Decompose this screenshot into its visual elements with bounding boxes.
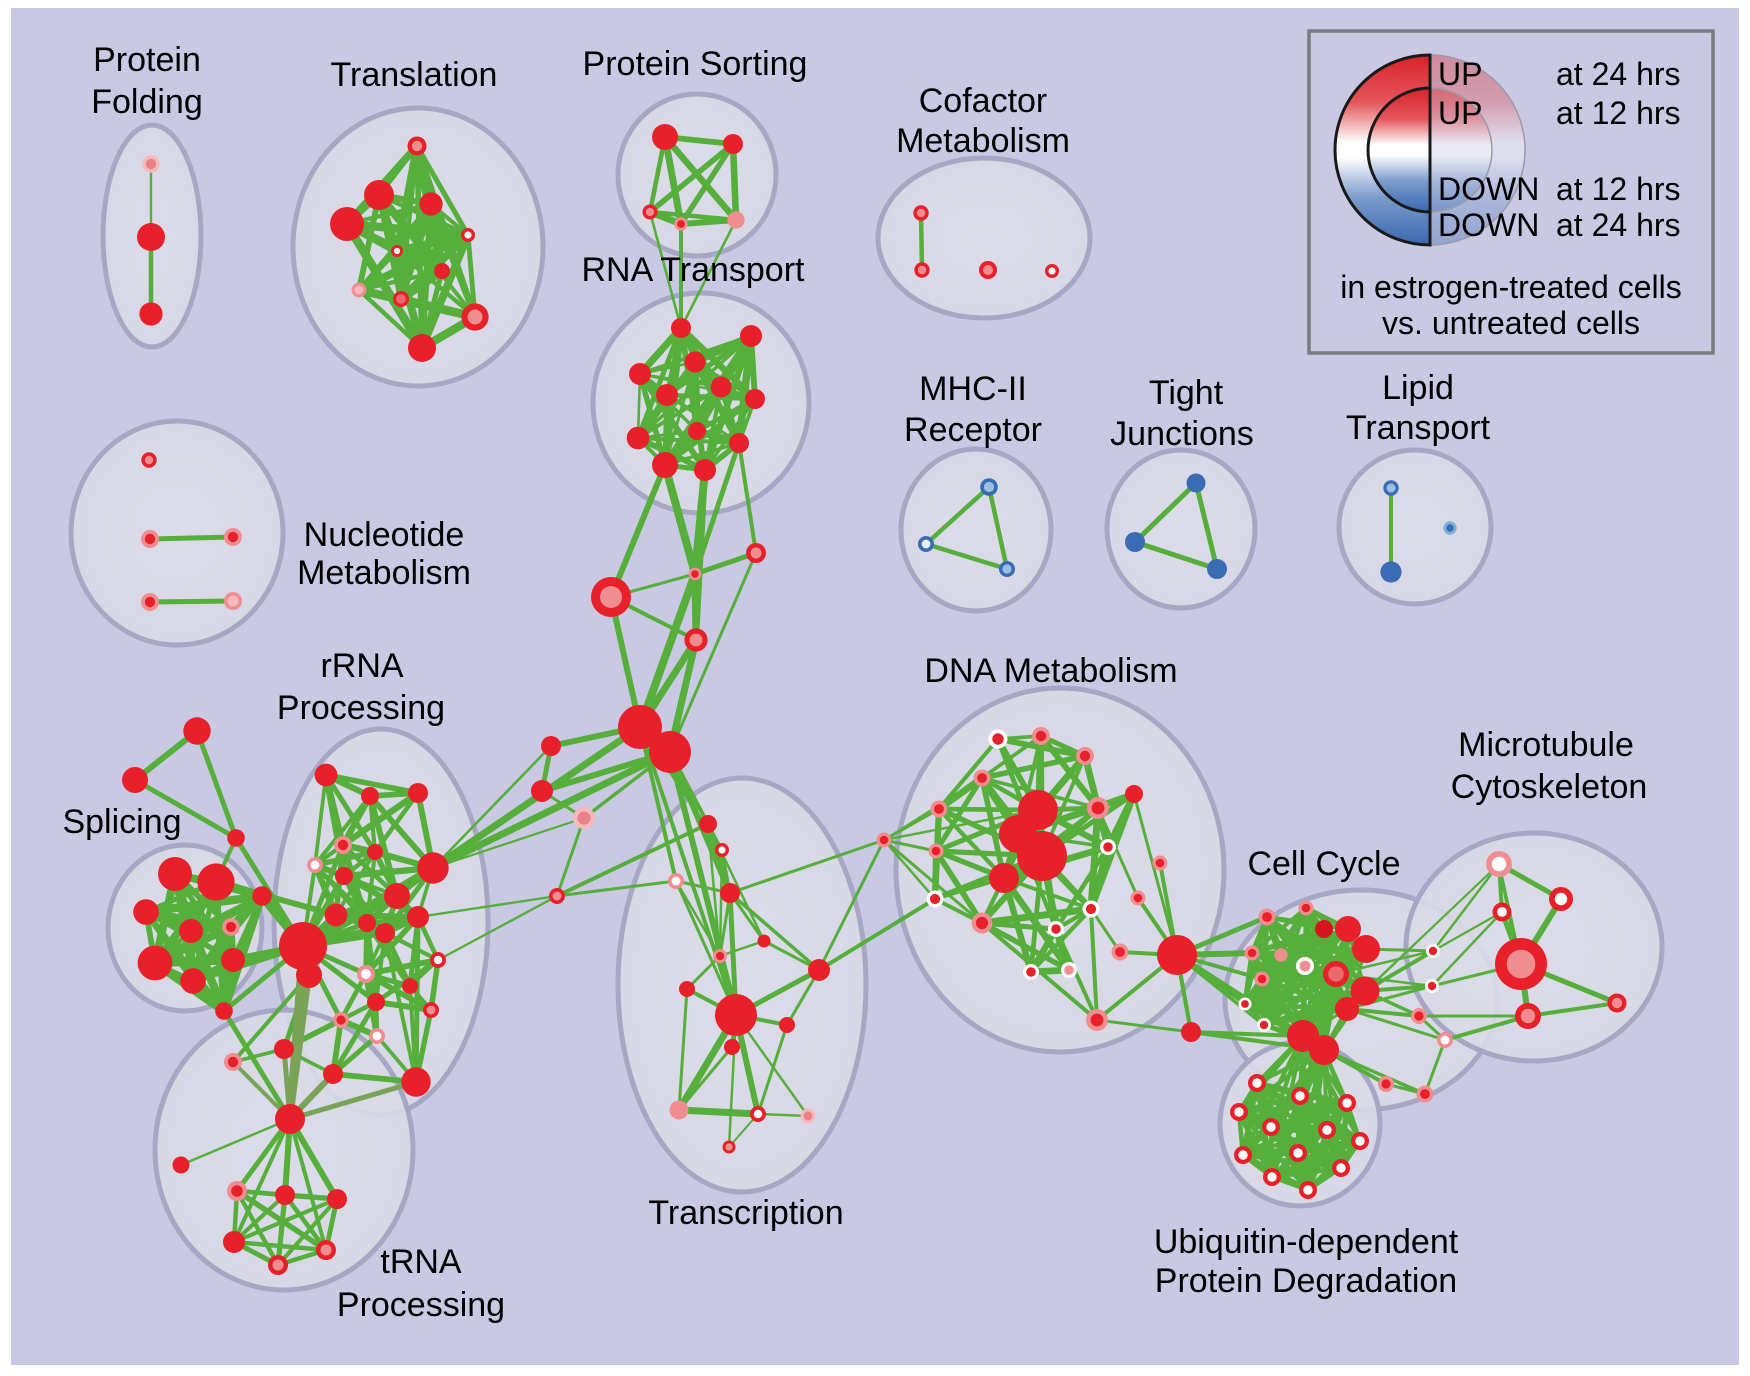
svg-text:Ubiquitin-dependent: Ubiquitin-dependent <box>1154 1223 1459 1261</box>
svg-text:DOWN: DOWN <box>1438 207 1539 243</box>
svg-text:Cell Cycle: Cell Cycle <box>1247 845 1400 883</box>
svg-text:Processing: Processing <box>277 689 445 727</box>
svg-text:at 24 hrs: at 24 hrs <box>1556 56 1681 92</box>
svg-text:Metabolism: Metabolism <box>896 122 1070 160</box>
svg-text:UP: UP <box>1438 95 1482 131</box>
svg-text:Lipid: Lipid <box>1382 369 1454 407</box>
svg-text:Transport: Transport <box>1346 409 1491 447</box>
svg-text:Protein Sorting: Protein Sorting <box>583 45 808 83</box>
svg-text:Microtubule: Microtubule <box>1458 726 1634 764</box>
svg-text:tRNA: tRNA <box>380 1243 462 1281</box>
svg-text:Receptor: Receptor <box>904 411 1042 449</box>
svg-text:DOWN: DOWN <box>1438 171 1539 207</box>
svg-text:at 24 hrs: at 24 hrs <box>1556 207 1681 243</box>
svg-text:Cytoskeleton: Cytoskeleton <box>1451 768 1648 806</box>
svg-text:Translation: Translation <box>331 56 498 94</box>
svg-text:Nucleotide: Nucleotide <box>304 516 465 554</box>
svg-text:UP: UP <box>1438 56 1482 92</box>
svg-text:Junctions: Junctions <box>1110 415 1254 453</box>
svg-text:vs. untreated cells: vs. untreated cells <box>1382 305 1640 341</box>
svg-text:Protein Degradation: Protein Degradation <box>1155 1262 1457 1300</box>
svg-text:at 12 hrs: at 12 hrs <box>1556 95 1681 131</box>
svg-text:at 12 hrs: at 12 hrs <box>1556 171 1681 207</box>
svg-text:RNA Transport: RNA Transport <box>582 251 806 289</box>
svg-text:Protein: Protein <box>93 41 201 79</box>
svg-text:Processing: Processing <box>337 1286 505 1324</box>
svg-text:rRNA: rRNA <box>320 647 403 685</box>
svg-text:Cofactor: Cofactor <box>919 82 1048 120</box>
svg-text:Transcription: Transcription <box>648 1194 843 1232</box>
svg-text:Folding: Folding <box>91 83 203 121</box>
svg-text:in estrogen-treated cells: in estrogen-treated cells <box>1340 269 1682 305</box>
svg-text:Tight: Tight <box>1149 374 1224 412</box>
svg-text:DNA Metabolism: DNA Metabolism <box>924 652 1177 690</box>
svg-text:Metabolism: Metabolism <box>297 554 471 592</box>
svg-text:MHC-II: MHC-II <box>919 370 1027 408</box>
svg-text:Splicing: Splicing <box>62 803 181 841</box>
